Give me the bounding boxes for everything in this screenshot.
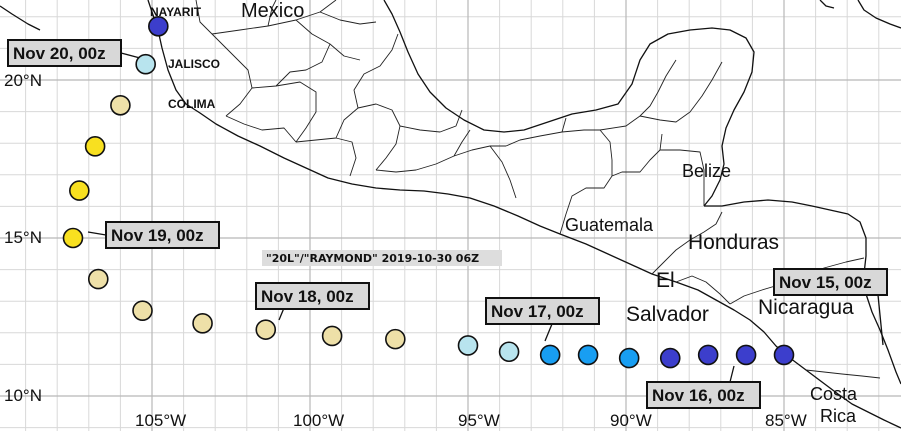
track-point — [62, 227, 84, 249]
lon-label-95: 95°W — [458, 411, 500, 430]
state-label-colima: COLIMA — [168, 97, 216, 111]
storm-track — [62, 15, 795, 369]
callout-nov-17: Nov 17, 00z — [485, 297, 600, 325]
lon-label-90: 90°W — [610, 411, 652, 430]
track-point — [773, 344, 795, 366]
track-point — [659, 347, 681, 369]
track-point — [735, 344, 757, 366]
lat-label-20: 20°N — [4, 71, 42, 90]
callout-text: Nov 18, 00z — [261, 287, 354, 306]
country-label-el: El — [656, 269, 675, 292]
border-el-salvador — [675, 275, 731, 305]
leader-nov-16 — [729, 365, 735, 383]
country-label-salvador: Salvador — [626, 303, 709, 326]
callout-text: Nov 20, 00z — [13, 44, 106, 63]
country-labels: Mexico Belize Guatemala Honduras El Salv… — [241, 0, 858, 426]
country-label-guatemala: Guatemala — [565, 215, 654, 235]
track-point — [148, 15, 169, 37]
track-point — [84, 136, 106, 157]
leader-nov-17 — [544, 323, 553, 342]
track-point — [618, 347, 640, 369]
track-point — [87, 268, 109, 290]
callout-nov-19: Nov 19, 00z — [105, 221, 220, 249]
leader-nov-19 — [87, 231, 107, 236]
border-belize — [660, 149, 705, 206]
callout-text: Nov 15, 00z — [779, 273, 872, 292]
track-point — [498, 341, 520, 363]
callout-text: Nov 16, 00z — [652, 386, 745, 405]
country-label-belize: Belize — [682, 161, 731, 181]
latitude-labels: 20°N 15°N 10°N — [4, 71, 42, 405]
border-nicaragua-costa-rica — [805, 369, 881, 379]
callout-nov-20: Nov 20, 00z — [7, 39, 122, 67]
lon-label-105: 105°W — [135, 411, 186, 430]
track-point — [697, 344, 719, 366]
callout-box — [485, 297, 600, 325]
track-point — [255, 319, 277, 340]
state-labels: NAYARIT JALISCO COLIMA — [150, 5, 220, 111]
state-lines-east — [453, 59, 723, 199]
lon-label-100: 100°W — [293, 411, 344, 430]
state-label-nayarit: NAYARIT — [150, 5, 202, 19]
state-lines-west — [195, 0, 337, 143]
storm-title: "20L"/"RAYMOND" 2019-10-30 06Z — [262, 250, 502, 266]
gulf-coastline — [383, 0, 755, 207]
track-point — [577, 344, 599, 366]
storm-title-text: "20L"/"RAYMOND" 2019-10-30 06Z — [266, 252, 479, 265]
callout-box — [7, 39, 122, 67]
track-point — [135, 53, 156, 75]
leader-nov-15 — [877, 294, 884, 346]
track-point — [69, 180, 90, 201]
cuba-fragment — [857, 0, 901, 29]
baja-tip — [0, 5, 41, 31]
callout-text: Nov 19, 00z — [111, 226, 204, 245]
leader-nov-20 — [120, 52, 141, 59]
border-guatemala-honduras — [651, 211, 723, 275]
callout-text: Nov 17, 00z — [491, 302, 584, 321]
track-point — [192, 313, 213, 334]
callout-nov-16: Nov 16, 00z — [646, 381, 761, 409]
callout-nov-15: Nov 15, 00z — [773, 268, 888, 296]
callout-box — [773, 268, 888, 296]
lat-label-10: 10°N — [4, 386, 42, 405]
state-label-jalisco: JALISCO — [168, 57, 220, 71]
date-callouts: Nov 20, 00z Nov 19, 00z Nov 18, 00z Nov … — [7, 39, 888, 409]
state-lines-north — [267, 0, 377, 87]
track-point — [110, 94, 131, 116]
longitude-labels: 105°W 100°W 95°W 90°W 85°W — [135, 411, 807, 430]
internal-borders — [195, 0, 881, 379]
track-point — [132, 300, 153, 321]
country-label-mexico: Mexico — [241, 0, 304, 22]
country-label-honduras: Honduras — [688, 231, 779, 254]
state-lines-central — [295, 33, 506, 177]
country-label-costa: Costa — [810, 384, 858, 404]
lon-label-85: 85°W — [765, 411, 807, 430]
track-point — [385, 328, 406, 350]
island-fragment — [819, 0, 835, 9]
callout-box — [255, 282, 370, 310]
track-point — [457, 335, 479, 356]
country-label-nicaragua: Nicaragua — [758, 296, 854, 319]
storm-title-box — [262, 250, 502, 266]
country-label-rica: Rica — [820, 406, 857, 426]
callout-box — [105, 221, 220, 249]
callout-nov-18: Nov 18, 00z — [255, 282, 370, 310]
callout-box — [646, 381, 761, 409]
track-point — [539, 344, 561, 366]
track-point — [321, 325, 343, 347]
lat-label-15: 15°N — [4, 228, 42, 247]
